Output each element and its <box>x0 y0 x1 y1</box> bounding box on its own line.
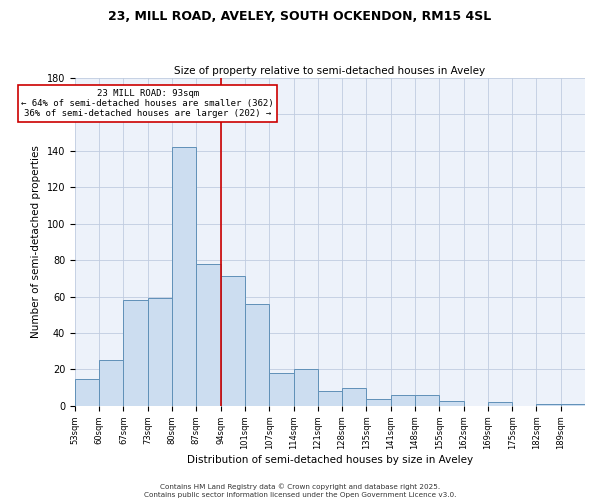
Bar <box>269 373 293 406</box>
Bar <box>342 388 367 406</box>
X-axis label: Distribution of semi-detached houses by size in Aveley: Distribution of semi-detached houses by … <box>187 455 473 465</box>
Text: 23, MILL ROAD, AVELEY, SOUTH OCKENDON, RM15 4SL: 23, MILL ROAD, AVELEY, SOUTH OCKENDON, R… <box>109 10 491 23</box>
Bar <box>99 360 124 406</box>
Bar <box>318 392 342 406</box>
Bar <box>293 370 318 406</box>
Bar <box>148 298 172 406</box>
Bar <box>221 276 245 406</box>
Bar <box>172 147 196 406</box>
Bar <box>367 398 391 406</box>
Title: Size of property relative to semi-detached houses in Aveley: Size of property relative to semi-detach… <box>175 66 485 76</box>
Y-axis label: Number of semi-detached properties: Number of semi-detached properties <box>31 146 41 338</box>
Bar <box>536 404 561 406</box>
Text: Contains public sector information licensed under the Open Government Licence v3: Contains public sector information licen… <box>144 492 456 498</box>
Text: Contains HM Land Registry data © Crown copyright and database right 2025.: Contains HM Land Registry data © Crown c… <box>160 484 440 490</box>
Bar <box>196 264 221 406</box>
Bar <box>391 395 415 406</box>
Bar <box>415 395 439 406</box>
Bar <box>439 400 464 406</box>
Bar <box>488 402 512 406</box>
Text: 23 MILL ROAD: 93sqm
← 64% of semi-detached houses are smaller (362)
36% of semi-: 23 MILL ROAD: 93sqm ← 64% of semi-detach… <box>22 88 274 118</box>
Bar <box>561 404 585 406</box>
Bar <box>75 378 99 406</box>
Bar <box>124 300 148 406</box>
Bar <box>245 304 269 406</box>
